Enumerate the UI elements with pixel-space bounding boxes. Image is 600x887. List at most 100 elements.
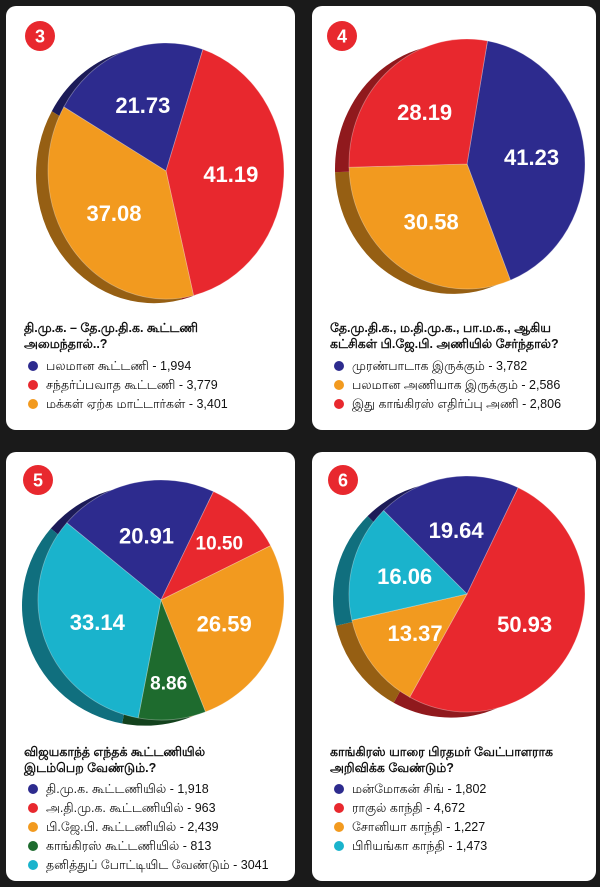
poll-question: தி.மு.க. – தே.மு.தி.க. கூட்டணி அமைந்தால்… xyxy=(24,321,198,351)
legend-item: இது காங்கிரஸ் எதிர்ப்பு அணி - 2,806 xyxy=(334,394,586,413)
legend-separator: - xyxy=(148,358,160,373)
legend-count: 3041 xyxy=(240,857,269,872)
pie-slice-2 xyxy=(160,490,272,601)
legend-label: சந்தர்ப்பவாத கூட்டணி xyxy=(46,377,176,392)
badge-number: 4 xyxy=(337,27,347,47)
legend-count: 2,586 xyxy=(529,377,561,392)
value-label-3: 37.08 xyxy=(86,201,141,226)
value-label-4: 16.06 xyxy=(377,564,432,589)
legend-color-dot xyxy=(28,859,38,870)
pie-slice-3 xyxy=(351,593,468,698)
pie-slice-3 xyxy=(348,38,488,168)
legend-count: 3,401 xyxy=(196,396,228,411)
legend-separator: - xyxy=(422,800,434,815)
legend-separator: - xyxy=(518,396,530,411)
legend-color-dot xyxy=(28,783,38,794)
pie-slice-1 xyxy=(382,475,519,595)
value-label-5: 33.14 xyxy=(70,610,126,635)
legend-item: சோனியா காந்தி - 1,227 xyxy=(334,817,586,836)
legend-count: 1,473 xyxy=(455,838,488,853)
pie-slice-2 xyxy=(165,48,285,296)
pie-chart-6: 19.64 50.93 13.37 16.06 6 xyxy=(328,465,586,718)
legend-item: பிரியங்கா காந்தி - 1,473 xyxy=(334,836,586,855)
poll-card-5: 20.91 10.50 26.59 8.86 33.14 5 விஜயகாந்த் எந… xyxy=(6,452,295,881)
legend-item: சந்தர்ப்பவாத கூட்டணி - 3,779 xyxy=(28,375,285,394)
legend-item: காங்கிரஸ் கூட்டணியில் - 813 xyxy=(28,836,285,855)
pie-slice-5 xyxy=(37,522,162,719)
poll-card-3: 21.73 41.19 37.08 3 தி.மு.க. – தே.மு.தி.க.… xyxy=(6,6,295,430)
pie-chart-5: 20.91 10.50 26.59 8.86 33.14 5 xyxy=(21,465,285,726)
legend-count: 2,439 xyxy=(187,819,219,834)
legend-color-dot xyxy=(334,783,344,794)
legend-separator: - xyxy=(175,377,187,392)
pie-chart-4: 41.23 30.58 28.19 4 xyxy=(327,21,586,294)
badge-number: 6 xyxy=(338,471,348,491)
badge-circle xyxy=(327,21,357,51)
legend-separator: - xyxy=(517,377,530,392)
legend-label: ராகுல் காந்தி xyxy=(352,800,423,815)
legend-label: தனித்துப் போட்டியிட வேண்டும் xyxy=(46,857,230,872)
legend-count: 1,802 xyxy=(455,781,487,796)
pie-slice-2 xyxy=(409,487,586,713)
legend-label: அ.தி.மு.க. கூட்டணியில் xyxy=(46,800,184,815)
legend-count: 963 xyxy=(194,800,216,815)
value-label-1: 19.64 xyxy=(429,518,485,543)
legend-separator: - xyxy=(444,838,456,853)
poll-question: தே.மு.தி.க., ம.தி.மு.க., பா.ம.க., ஆகிய க… xyxy=(330,321,559,351)
legend-label: மன்மோகன் சிங் xyxy=(352,781,444,796)
value-label-2: 10.50 xyxy=(196,533,244,554)
pie-slice-1 xyxy=(66,479,215,601)
value-label-3: 26.59 xyxy=(197,612,252,637)
poll-card-6: 19.64 50.93 13.37 16.06 6 காங்கிரஸ் யாரை பி… xyxy=(312,452,596,881)
legend-label: பலமான அணியாக இருக்கும் xyxy=(352,377,518,392)
legend-count: 1,227 xyxy=(453,819,486,834)
legend: தி.மு.க. கூட்டணியில் - 1,918 அ.தி.மு.க. க… xyxy=(28,779,285,874)
pie-slice-3 xyxy=(160,545,285,713)
poll-question: விஜயகாந்த் எந்தக் கூட்டணியில் இடம்பெற வே… xyxy=(24,745,206,775)
badge-circle xyxy=(23,465,53,495)
badge-number: 5 xyxy=(33,471,43,491)
poll-card-4: 41.23 30.58 28.19 4 தே.மு.தி.க., ம.தி.மு.க… xyxy=(312,6,596,430)
legend: பலமான கூட்டணி - 1,994 சந்தர்ப்பவாத கூட்டண… xyxy=(28,356,285,413)
legend-color-dot xyxy=(28,840,38,851)
legend-item: அ.தி.மு.க. கூட்டணியில் - 963 xyxy=(28,798,285,817)
legend-color-dot xyxy=(334,840,344,851)
legend-count: 3,782 xyxy=(495,358,528,373)
legend-item: மன்மோகன் சிங் - 1,802 xyxy=(334,779,586,798)
value-label-3: 13.37 xyxy=(388,621,443,646)
pie-slice-1 xyxy=(63,42,204,172)
value-label-3: 28.19 xyxy=(397,100,452,125)
legend-separator: - xyxy=(166,781,178,796)
value-label-2: 30.58 xyxy=(404,209,459,234)
value-label-1: 21.73 xyxy=(115,93,170,118)
legend-separator: - xyxy=(185,396,197,411)
legend-separator: - xyxy=(443,781,456,796)
badge-circle xyxy=(25,21,55,51)
value-label-4: 8.86 xyxy=(150,673,187,694)
legend-label: பி.ஜே.பி. கூட்டணியில் xyxy=(46,819,177,834)
legend-color-dot xyxy=(28,802,38,813)
legend-color-dot xyxy=(334,360,344,371)
legend-color-dot xyxy=(28,379,38,390)
poll-question: காங்கிரஸ் யாரை பிரதமர் வேட்பாளராக அறிவிக… xyxy=(330,745,554,775)
value-label-2: 50.93 xyxy=(497,612,552,637)
legend-item: பலமான அணியாக இருக்கும் - 2,586 xyxy=(334,375,586,394)
legend-item: பலமான கூட்டணி - 1,994 xyxy=(28,356,285,375)
legend-count: 1,918 xyxy=(177,781,209,796)
pie-slice-1 xyxy=(466,40,586,281)
legend-color-dot xyxy=(28,398,38,409)
legend: முரண்பாடாக இருக்கும் - 3,782 பலமான அணியாக… xyxy=(334,356,586,413)
value-label-1: 20.91 xyxy=(119,524,174,549)
legend-label: தி.மு.க. கூட்டணியில் xyxy=(46,781,167,796)
pie-slice-2 xyxy=(348,163,511,290)
legend: மன்மோகன் சிங் - 1,802 ராகுல் காந்தி - 4,6… xyxy=(334,779,586,855)
legend-count: 813 xyxy=(190,838,212,853)
legend-label: மக்கள் ஏற்க மாட்டார்கள் xyxy=(46,396,186,411)
legend-color-dot xyxy=(334,379,344,390)
pie-slice-4 xyxy=(137,598,207,721)
legend-color-dot xyxy=(334,802,344,813)
legend-item: தி.மு.க. கூட்டணியில் - 1,918 xyxy=(28,779,285,798)
legend-separator: - xyxy=(179,838,191,853)
legend-count: 1,994 xyxy=(160,358,192,373)
value-label-1: 41.23 xyxy=(504,145,559,170)
